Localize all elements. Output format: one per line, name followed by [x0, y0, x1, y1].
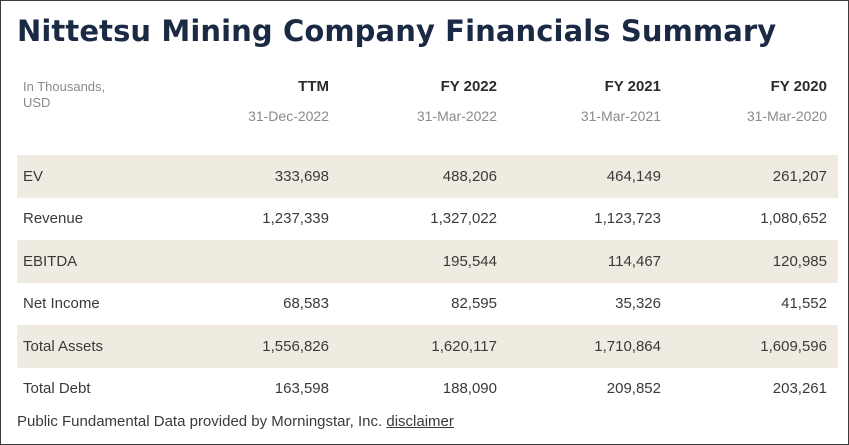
table-cell: 114,467	[607, 252, 661, 270]
table-cell: 203,261	[772, 380, 827, 398]
period-label: FY 2022	[440, 78, 497, 95]
table-cell: 1,237,339	[262, 210, 329, 228]
row-label: Total Debt	[23, 380, 91, 398]
table-cell: 488,206	[442, 167, 497, 185]
table-row-net-income: Net Income 68,583 82,595 35,326 41,552	[17, 283, 838, 326]
table-cell: 68,583	[283, 295, 329, 313]
table-cell: 1,123,723	[594, 210, 661, 228]
table-cell: 1,080,652	[760, 210, 827, 228]
column-header-fy2021: FY 2021 31-Mar-2021	[508, 68, 672, 155]
page-title: Nittetsu Mining Company Financials Summa…	[17, 14, 777, 48]
column-header-fy2022: FY 2022 31-Mar-2022	[340, 68, 508, 155]
data-source-footer: Public Fundamental Data provided by Morn…	[17, 411, 454, 433]
row-label: EV	[23, 167, 44, 185]
period-date: 31-Dec-2022	[248, 108, 329, 124]
table-cell: 195,544	[442, 252, 497, 270]
table-cell: 464,149	[606, 167, 661, 185]
row-label: Net Income	[23, 295, 100, 313]
disclaimer-link[interactable]: disclaimer	[386, 413, 454, 430]
table-cell: 120,985	[772, 252, 827, 270]
table-cell: 188,090	[442, 380, 497, 398]
table-row-total-assets: Total Assets 1,556,826 1,620,117 1,710,8…	[17, 325, 838, 368]
table-row-total-debt: Total Debt 163,598 188,090 209,852 203,2…	[17, 368, 838, 411]
period-date: 31-Mar-2021	[580, 108, 661, 124]
table-cell: 261,207	[772, 167, 827, 185]
period-date: 31-Mar-2022	[416, 108, 497, 124]
row-label: Total Assets	[23, 337, 104, 355]
table-cell: 35,326	[615, 295, 661, 313]
table-cell: 1,609,596	[760, 337, 827, 355]
period-label: FY 2021	[604, 78, 661, 95]
table-cell: 1,710,864	[594, 337, 661, 355]
table-row-ev: EV 333,698 488,206 464,149 261,207	[17, 155, 838, 198]
units-label: In Thousands, USD	[23, 79, 106, 110]
period-label: TTM	[298, 78, 329, 95]
table-cell: 1,620,117	[431, 337, 497, 355]
table-cell: 82,595	[451, 295, 497, 313]
table-cell: 1,556,826	[262, 337, 329, 355]
table-row-ebitda: EBITDA 195,544 114,467 120,985	[17, 240, 838, 283]
column-header-fy2020: FY 2020 31-Mar-2020	[672, 68, 838, 155]
table-cell: 333,698	[274, 167, 329, 185]
row-label: EBITDA	[23, 252, 78, 270]
table-cell: 1,327,022	[430, 210, 497, 228]
column-header-ttm: TTM 31-Dec-2022	[174, 68, 340, 155]
table-cell: 209,852	[606, 380, 661, 398]
financials-table: In Thousands, USD TTM 31-Dec-2022 FY 202…	[17, 68, 838, 410]
period-label: FY 2020	[770, 78, 827, 95]
table-row-revenue: Revenue 1,237,339 1,327,022 1,123,723 1,…	[17, 198, 838, 241]
data-source-text: Public Fundamental Data provided by Morn…	[17, 413, 387, 430]
table-header-row: In Thousands, USD TTM 31-Dec-2022 FY 202…	[17, 68, 838, 155]
period-date: 31-Mar-2020	[746, 108, 827, 124]
row-label: Revenue	[23, 210, 84, 228]
table-cell	[174, 240, 340, 283]
table-cell: 163,598	[274, 380, 329, 398]
table-cell: 41,552	[781, 295, 827, 313]
